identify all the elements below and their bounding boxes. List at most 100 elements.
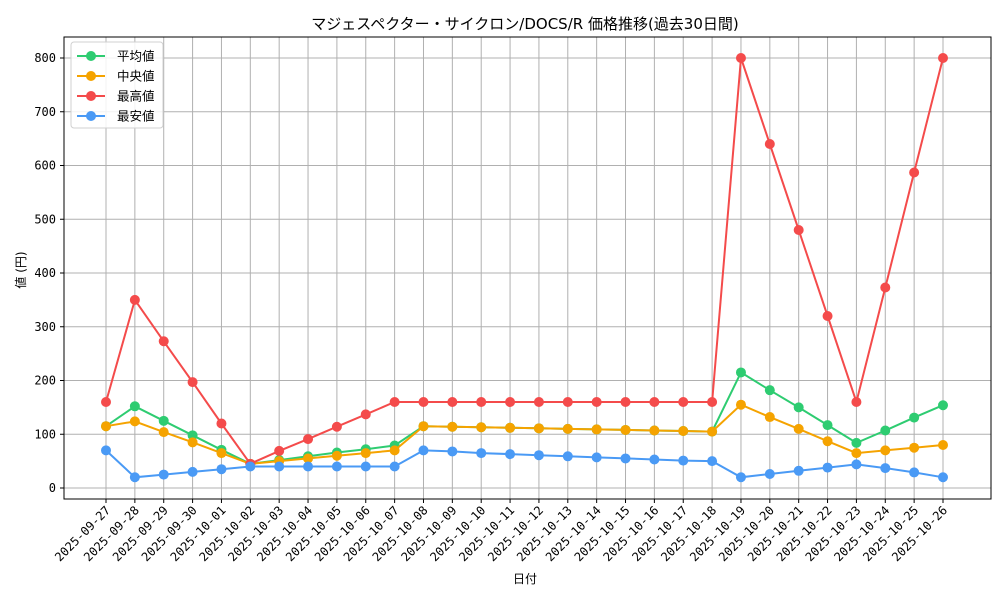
data-point-marker [678,455,689,466]
data-point-marker [533,423,544,434]
data-point-marker [591,424,602,435]
series-3 [101,445,948,483]
data-point-marker [735,472,746,483]
data-point-marker [793,423,804,434]
data-point-marker [505,422,516,433]
data-point-marker [909,412,920,423]
data-point-marker [187,430,198,441]
data-point-marker [620,424,631,435]
y-tick-label: 0 [49,481,56,495]
data-point-marker [793,402,804,413]
data-point-marker [851,459,862,470]
data-point-marker [562,397,573,407]
data-point-marker [909,167,920,178]
data-point-marker [274,445,285,456]
legend-label: 平均値 [117,49,155,64]
data-point-marker [245,461,256,472]
data-point-marker [880,282,891,293]
data-point-marker [678,426,689,437]
data-point-marker [360,448,371,459]
data-point-marker [764,139,775,149]
y-axis-ticks: 0 100 200 300 400 500 600 700 800 [34,51,64,495]
y-axis-label: 値 (円) [13,251,28,288]
legend-marker-icon [86,91,96,101]
data-point-marker [735,367,746,378]
data-point-marker [591,452,602,463]
data-point-marker [649,425,660,436]
data-point-marker [822,436,833,447]
data-point-marker [129,401,140,412]
data-point-marker [851,448,862,459]
legend-marker-icon [86,71,96,81]
data-point-marker [909,442,920,453]
data-point-marker [447,421,458,432]
legend-item: 平均値 [77,49,155,64]
series-line [105,403,944,465]
data-point-marker [447,397,458,407]
data-point-marker [880,425,891,436]
data-point-marker [938,440,948,450]
data-point-marker [851,437,862,448]
y-tick-label: 400 [34,266,56,280]
data-point-marker [678,397,689,407]
legend-item: 最高値 [77,89,155,104]
data-point-marker [707,426,718,437]
data-point-marker [360,409,371,420]
data-point-marker [129,294,140,305]
data-point-marker [764,385,775,396]
plot-area-frame [63,36,992,500]
data-point-marker [187,377,198,388]
series-2 [101,53,948,469]
legend-label: 最安値 [117,109,155,124]
data-point-marker [938,400,948,411]
data-point-marker [620,397,631,407]
data-point-marker [389,445,400,456]
data-point-marker [707,456,718,467]
legend-marker-icon [86,111,96,121]
data-point-marker [505,397,516,407]
data-point-marker [851,397,862,407]
y-tick-label: 700 [34,105,56,119]
data-point-marker [360,461,371,472]
data-point-marker [822,462,833,473]
data-point-marker [274,461,285,472]
series-line [105,57,944,466]
data-point-marker [447,446,458,457]
x-axis-label: 日付 [513,572,537,586]
data-point-marker [331,421,342,432]
data-point-marker [938,53,948,63]
data-point-marker [764,469,775,480]
data-series [101,53,948,483]
chart-title: マジェスペクター・サイクロン/DOCS/R 価格推移(過去30日間) [311,15,739,33]
data-point-marker [822,420,833,431]
legend-item: 中央値 [77,69,155,84]
data-point-marker [129,472,140,483]
data-point-marker [101,397,111,407]
data-point-marker [562,423,573,434]
data-point-marker [880,445,891,456]
y-tick-label: 600 [34,159,56,173]
data-point-marker [331,450,342,461]
data-point-marker [649,397,660,407]
y-tick-label: 100 [34,427,56,441]
legend-box [70,41,164,129]
data-point-marker [735,53,746,63]
data-point-marker [158,469,169,480]
data-point-marker [158,415,169,426]
data-point-marker [476,397,487,407]
y-tick-label: 300 [34,320,56,334]
data-point-marker [938,472,948,483]
legend-label: 中央値 [117,69,155,84]
data-point-marker [101,445,111,456]
data-point-marker [793,465,804,476]
data-point-marker [216,448,227,459]
data-point-marker [562,451,573,462]
data-point-marker [735,399,746,410]
data-point-marker [303,453,314,464]
y-tick-label: 200 [34,374,56,388]
data-point-marker [620,453,631,464]
legend-item: 最安値 [77,109,155,124]
